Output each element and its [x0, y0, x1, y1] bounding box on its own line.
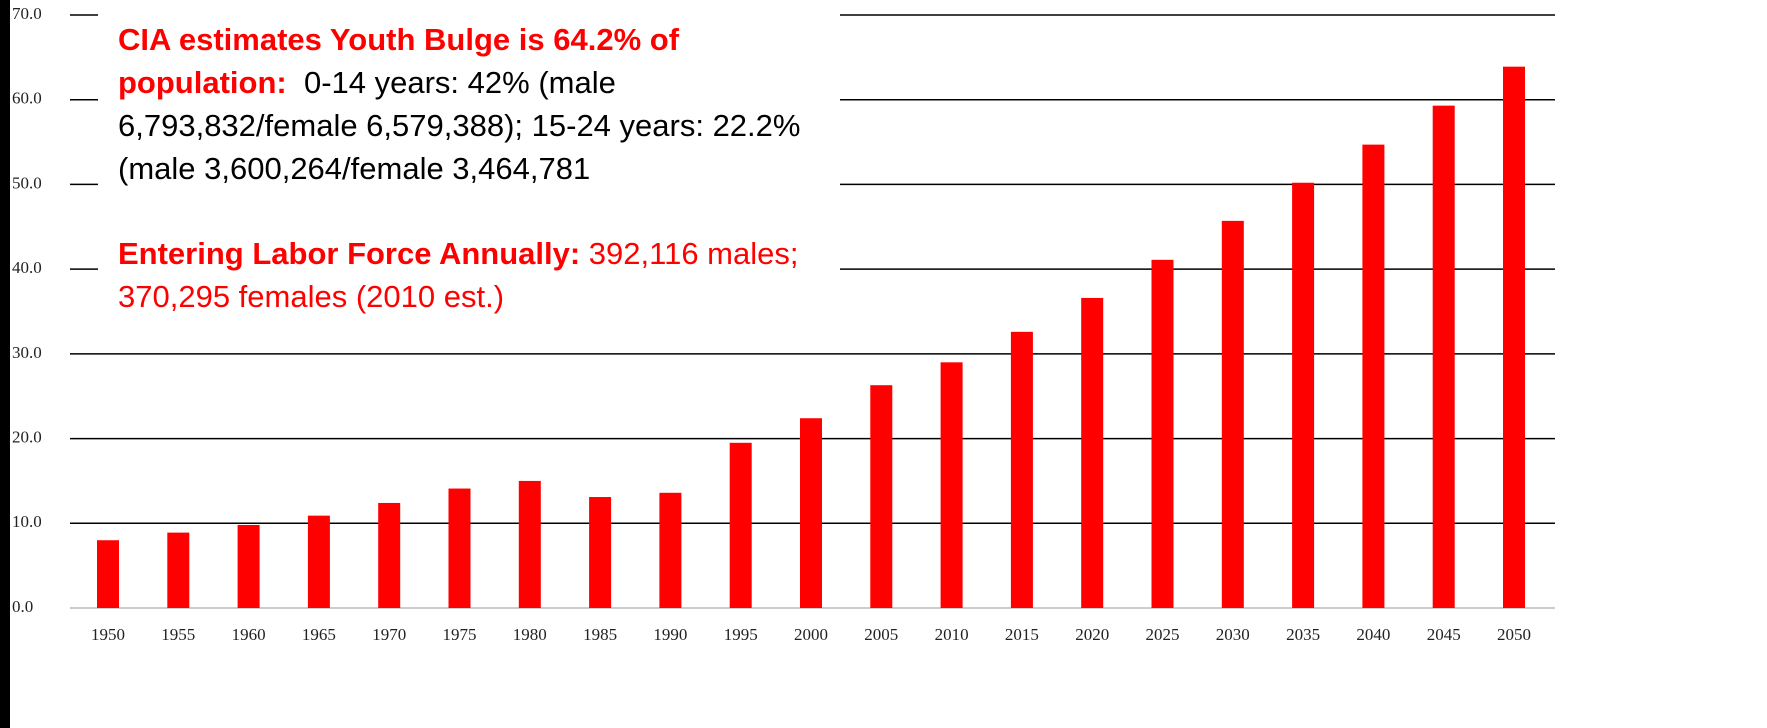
bar — [1010, 331, 1033, 608]
x-tick-label: 2010 — [935, 625, 969, 644]
bar — [307, 515, 330, 608]
y-tick-label: 10.0 — [12, 512, 42, 531]
y-tick-label: 50.0 — [12, 173, 42, 192]
bar — [1151, 259, 1174, 608]
x-tick-label: 2020 — [1075, 625, 1109, 644]
x-tick-label: 1980 — [513, 625, 547, 644]
annotation-background — [98, 0, 840, 340]
y-tick-label: 0.0 — [12, 597, 33, 616]
y-tick-label: 70.0 — [12, 4, 42, 23]
bar — [1503, 66, 1525, 608]
annotation: Entering Labor Force Annually: 392,116 m… — [118, 232, 818, 318]
x-tick-label: 1960 — [232, 625, 266, 644]
annotation-box: CIA estimates Youth Bulge is 64.2% of po… — [118, 18, 818, 360]
x-tick-label: 1990 — [653, 625, 687, 644]
x-tick-label: 2040 — [1356, 625, 1390, 644]
bar — [97, 540, 119, 608]
bar — [940, 362, 963, 608]
bar — [167, 532, 190, 608]
bar — [1081, 297, 1104, 608]
bar — [1221, 220, 1244, 608]
bar — [659, 492, 682, 608]
bar — [1432, 105, 1455, 608]
x-tick-label: 2025 — [1146, 625, 1180, 644]
x-tick-label: 2015 — [1005, 625, 1039, 644]
x-tick-label: 2045 — [1427, 625, 1461, 644]
x-tick-label: 1970 — [372, 625, 406, 644]
x-tick-label: 1995 — [724, 625, 758, 644]
bar — [1362, 144, 1385, 608]
y-tick-label: 60.0 — [12, 89, 42, 108]
x-tick-label: 2050 — [1497, 625, 1531, 644]
x-tick-label: 2005 — [864, 625, 898, 644]
y-tick-label: 40.0 — [12, 258, 42, 277]
bar — [237, 524, 260, 608]
x-tick-label: 1975 — [443, 625, 477, 644]
bar — [378, 502, 401, 608]
bar — [870, 385, 893, 608]
x-tick-label: 2030 — [1216, 625, 1250, 644]
y-tick-label: 30.0 — [12, 343, 42, 362]
x-tick-label: 2035 — [1286, 625, 1320, 644]
x-tick-label: 1965 — [302, 625, 336, 644]
bar — [589, 497, 612, 608]
left-border — [0, 0, 10, 728]
bar — [448, 488, 471, 608]
x-tick-label: 2000 — [794, 625, 828, 644]
x-tick-label: 1985 — [583, 625, 617, 644]
bar — [518, 480, 541, 608]
x-tick-label: 1955 — [161, 625, 195, 644]
bar — [1292, 182, 1315, 608]
x-tick-label: 1950 — [91, 625, 125, 644]
annotation-heading: Entering Labor Force Annually: — [118, 236, 581, 271]
bar — [729, 442, 752, 608]
y-tick-label: 20.0 — [12, 427, 42, 446]
annotation-heading: CIA estimates Youth Bulge is 64.2% of po… — [118, 22, 680, 100]
annotation: CIA estimates Youth Bulge is 64.2% of po… — [118, 18, 818, 190]
annotation-text: 392,116 males; 370,295 females (2010 est… — [118, 236, 799, 314]
bar — [800, 418, 822, 608]
annotation-text: 0-14 years: 42% (male 6,793,832/female 6… — [118, 65, 801, 186]
